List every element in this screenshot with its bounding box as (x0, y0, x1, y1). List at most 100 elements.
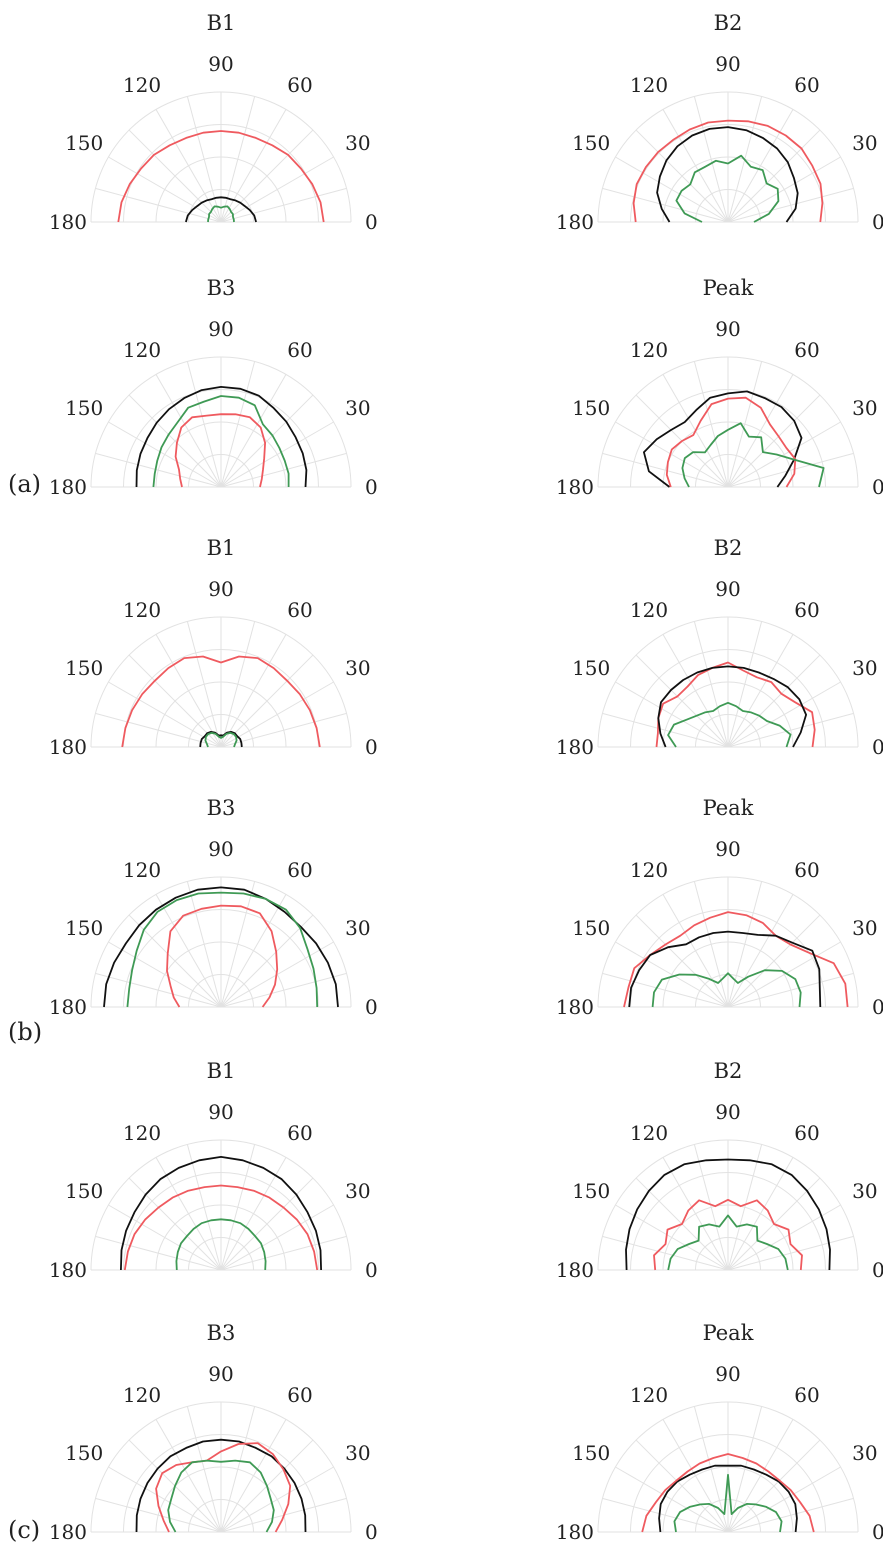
series-line-black (658, 1464, 798, 1533)
series-line-red (155, 1442, 292, 1533)
series-line-green (673, 1473, 783, 1533)
theta-tick-label: 120 (630, 1383, 668, 1407)
grid-spoke (602, 972, 729, 1008)
grid-spoke (108, 1204, 222, 1271)
grid-spoke (693, 881, 729, 1008)
polar-chart-1: B1 0 30 60 90 120 150 180 (49, 11, 378, 234)
theta-tick-label: 150 (572, 656, 610, 680)
grid-spoke (635, 654, 729, 748)
grid-spoke (727, 634, 794, 748)
series-line-green (175, 1218, 267, 1271)
grid-spoke (727, 881, 763, 1008)
theta-tick-label: 30 (345, 656, 370, 680)
grid-spoke (220, 894, 287, 1008)
series-line-green (651, 969, 802, 1008)
theta-tick-label: 30 (852, 1441, 877, 1465)
theta-tick-label: 0 (365, 475, 378, 499)
theta-tick-label: 120 (123, 1121, 161, 1145)
polar-chart-3: B3 0 30 60 90 120 150 180 (49, 276, 378, 499)
grid-spoke (727, 1235, 854, 1271)
theta-tick-label: 0 (872, 475, 883, 499)
grid-spoke (727, 654, 821, 748)
grid-spoke (727, 1466, 841, 1533)
grid-spoke (220, 374, 287, 488)
grid-spoke (128, 394, 222, 488)
theta-tick-label: 90 (715, 1100, 740, 1124)
theta-tick-label: 150 (65, 396, 103, 420)
grid-spoke (727, 1439, 821, 1533)
theta-tick-label: 0 (365, 1258, 378, 1282)
series-line-green (207, 205, 235, 223)
grid-spoke (186, 881, 222, 1008)
chart-title: Peak (703, 276, 754, 300)
grid-spoke (727, 972, 854, 1008)
grid-spoke (128, 129, 222, 223)
theta-tick-label: 90 (208, 837, 233, 861)
theta-tick-label: 90 (208, 1362, 233, 1386)
theta-tick-label: 30 (345, 131, 370, 155)
theta-tick-label: 90 (208, 317, 233, 341)
theta-tick-label: 150 (572, 131, 610, 155)
theta-tick-label: 60 (287, 858, 312, 882)
theta-tick-label: 60 (287, 1383, 312, 1407)
grid-spoke (615, 156, 729, 223)
grid-spoke (693, 1144, 729, 1271)
theta-tick-label: 90 (715, 1362, 740, 1386)
theta-tick-label: 180 (556, 475, 594, 499)
theta-tick-label: 180 (556, 995, 594, 1019)
grid-spoke (95, 452, 222, 488)
series-line-red (632, 119, 824, 223)
theta-tick-label: 30 (852, 131, 877, 155)
chart-title: B2 (714, 536, 743, 560)
theta-tick-label: 0 (872, 210, 883, 234)
series-line-red (655, 661, 816, 748)
chart-title: B3 (207, 1321, 236, 1345)
grid-spoke (95, 187, 222, 223)
theta-tick-label: 90 (715, 52, 740, 76)
grid-spoke (635, 1439, 729, 1533)
theta-tick-label: 180 (49, 735, 87, 759)
grid-spoke (602, 712, 729, 748)
grid-spoke (186, 1406, 222, 1533)
grid-spoke (220, 972, 347, 1008)
series-line-green (126, 891, 319, 1008)
series-line-red (665, 396, 797, 488)
grid-spoke (727, 187, 854, 223)
grid-spoke (615, 1204, 729, 1271)
theta-tick-label: 0 (872, 1520, 883, 1544)
theta-tick-label: 120 (630, 73, 668, 97)
grid-spoke (662, 1419, 729, 1533)
grid-spoke (727, 374, 794, 488)
series-line-green (204, 732, 238, 748)
grid-spoke (602, 1497, 729, 1533)
panel-label: (a) (8, 470, 41, 498)
series-line-black (199, 731, 243, 748)
grid-spoke (108, 156, 222, 223)
theta-tick-label: 90 (208, 577, 233, 601)
grid-spoke (220, 1144, 256, 1271)
grid-spoke (220, 1235, 347, 1271)
grid-spoke (220, 96, 256, 223)
theta-tick-label: 30 (852, 656, 877, 680)
grid-spoke (727, 1144, 763, 1271)
theta-tick-label: 30 (345, 1441, 370, 1465)
theta-tick-label: 30 (852, 916, 877, 940)
theta-tick-label: 90 (208, 52, 233, 76)
theta-tick-label: 150 (65, 916, 103, 940)
theta-tick-label: 60 (287, 1121, 312, 1145)
grid-spoke (155, 109, 222, 223)
theta-tick-label: 90 (715, 317, 740, 341)
grid-spoke (727, 1204, 841, 1271)
grid-spoke (155, 1157, 222, 1271)
grid-spoke (727, 361, 763, 488)
grid-spoke (220, 634, 287, 748)
polar-chart-12: Peak 0 30 60 90 120 150 180 (556, 1321, 883, 1544)
theta-tick-label: 30 (852, 1179, 877, 1203)
theta-tick-label: 60 (794, 598, 819, 622)
grid-spoke (220, 1419, 287, 1533)
grid-spoke (615, 1466, 729, 1533)
grid-spoke (186, 96, 222, 223)
theta-tick-label: 120 (123, 73, 161, 97)
series-line-black (135, 1438, 307, 1533)
